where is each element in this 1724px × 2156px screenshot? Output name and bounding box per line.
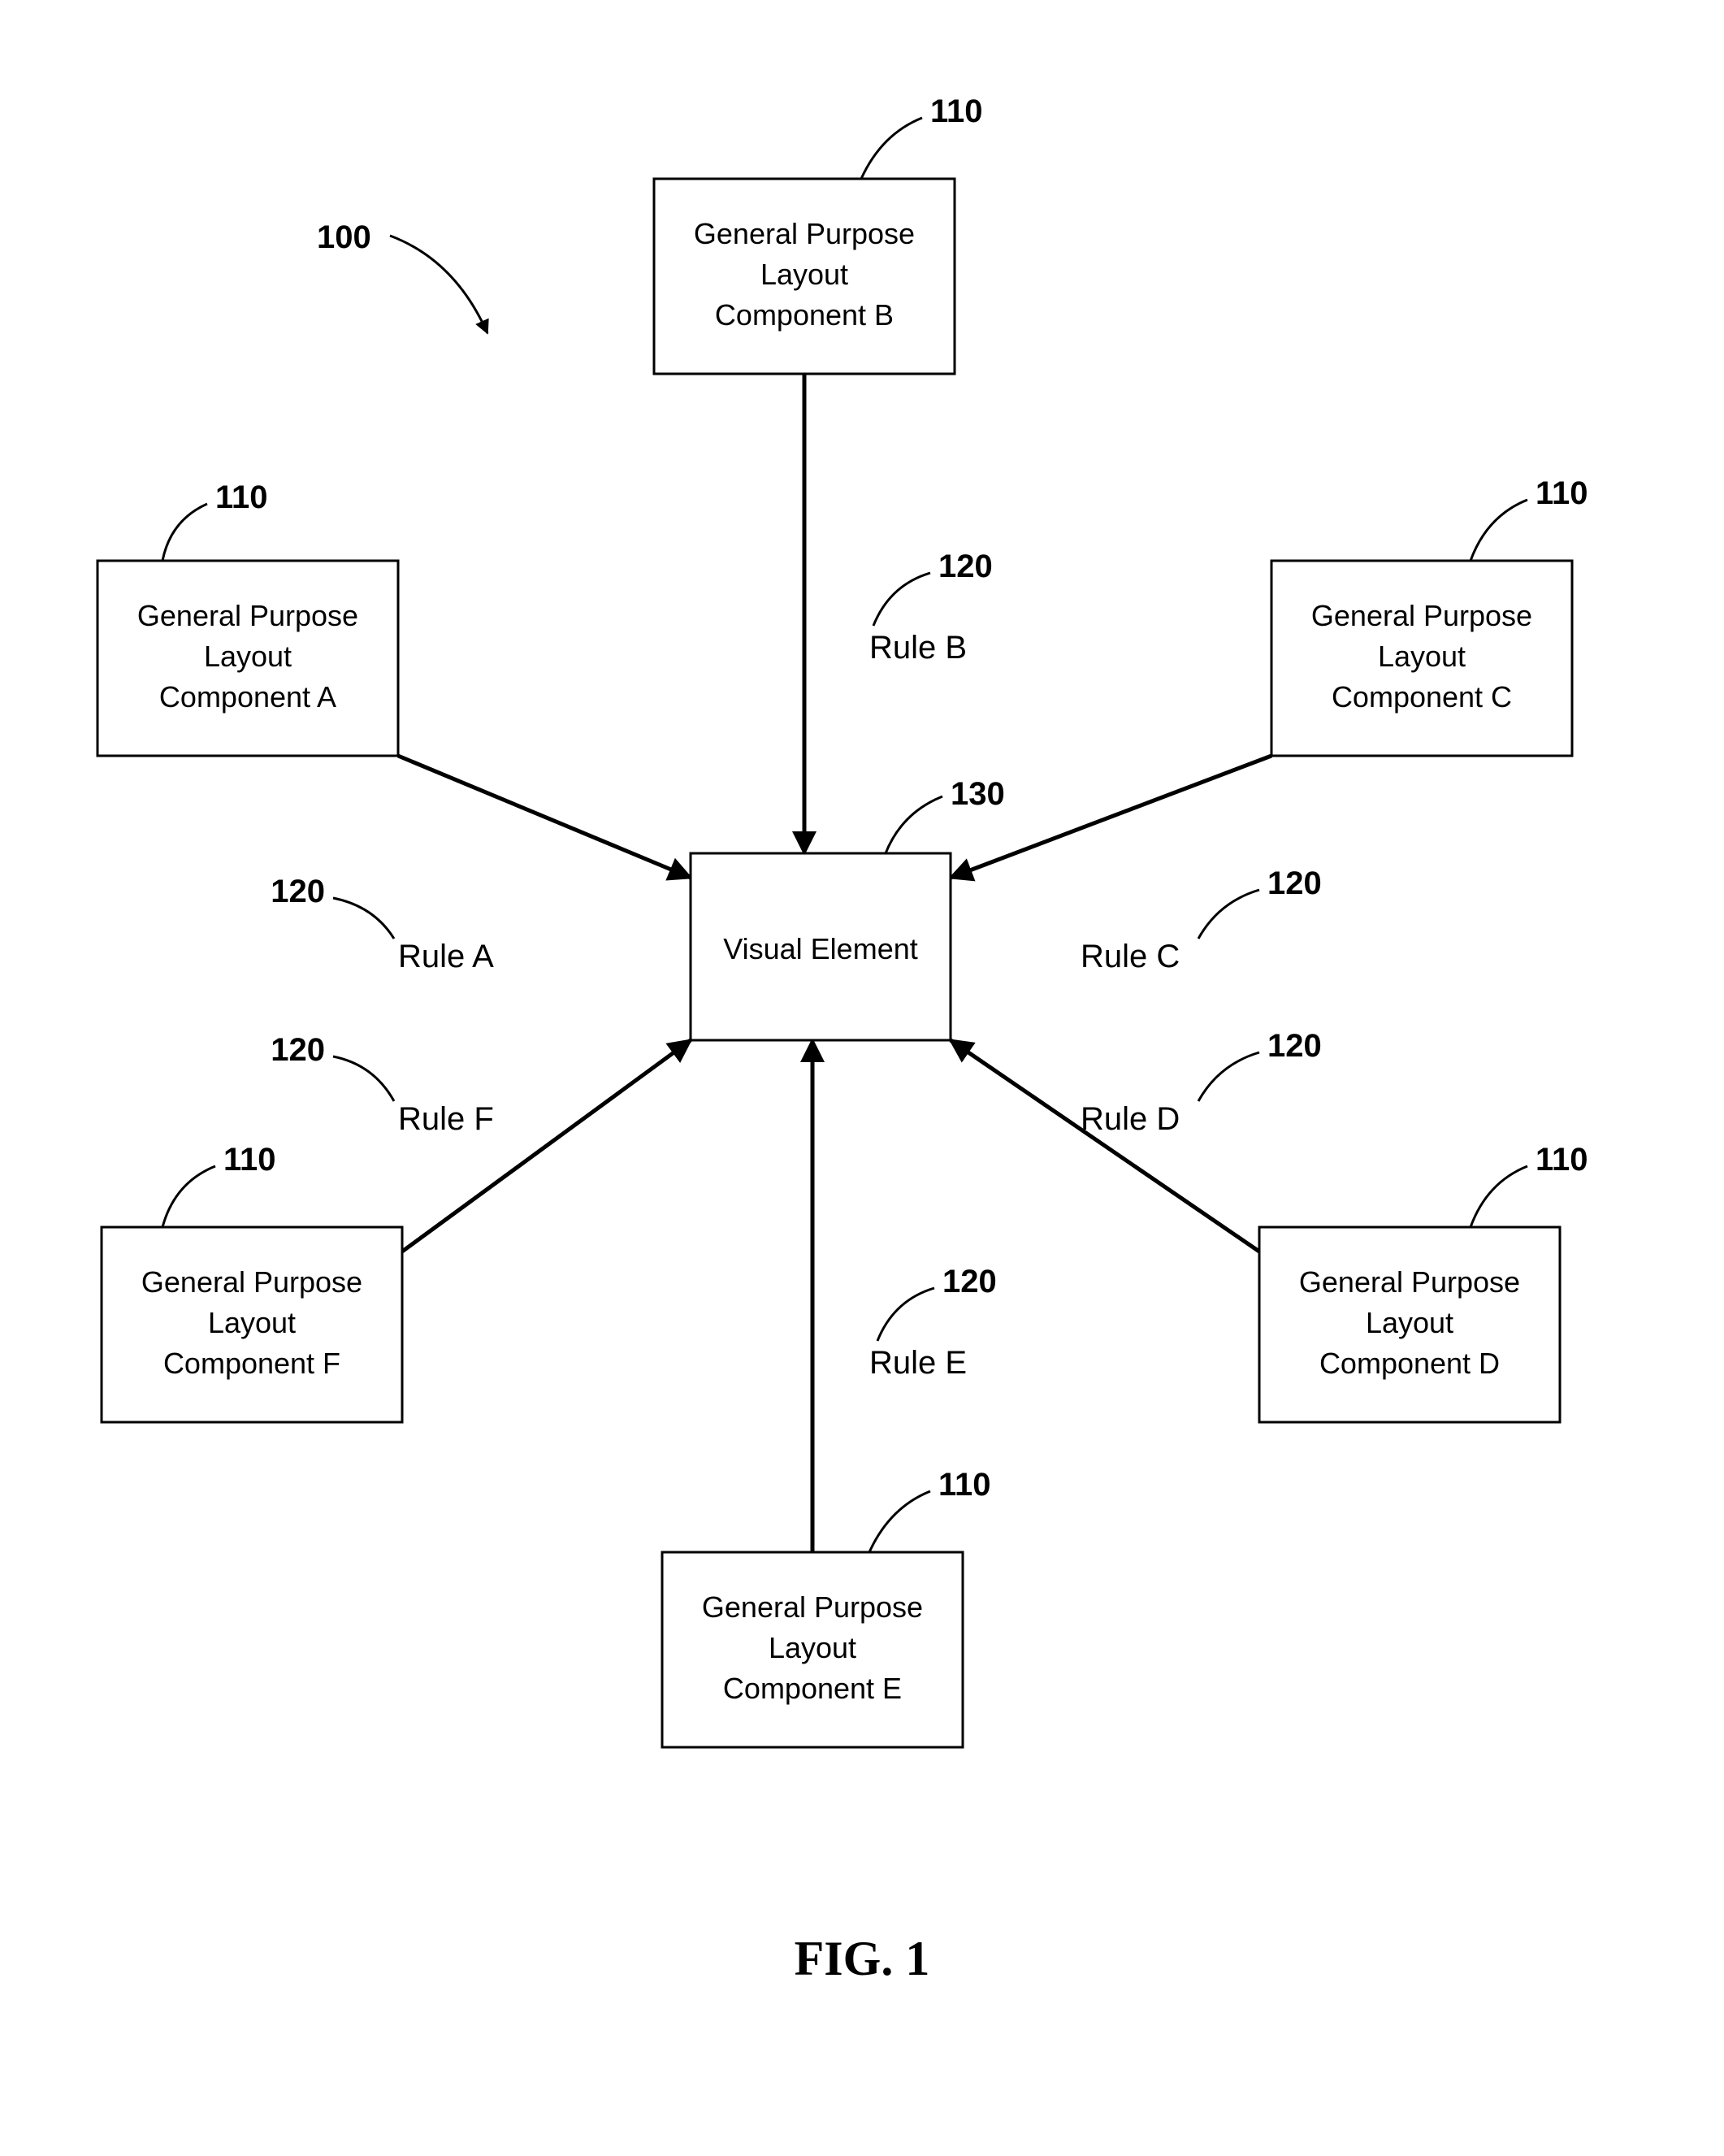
component-b: General Purpose Layout Component B 110 [654,93,983,374]
component-f: General Purpose Layout Component F 110 [102,1142,402,1422]
comp-f-line1: General Purpose [141,1265,362,1299]
comp-e-ref: 110 [938,1467,991,1503]
comp-a-line3: Component A [159,680,336,714]
comp-d-ref: 110 [1536,1142,1588,1178]
comp-c-line1: General Purpose [1311,599,1532,632]
comp-f-ref: 110 [223,1142,276,1178]
rule-e-group: Rule E 120 [869,1264,997,1381]
comp-c-ref: 110 [1536,475,1588,511]
edge-d [951,1040,1259,1252]
rule-b-label: Rule B [869,630,967,666]
comp-e-line2: Layout [769,1631,856,1664]
rule-c-leader [1198,890,1259,939]
component-a: General Purpose Layout Component A 110 [97,479,398,756]
comp-d-line1: General Purpose [1299,1265,1520,1299]
rule-d-label: Rule D [1081,1101,1180,1137]
component-d: General Purpose Layout Component D 110 [1259,1142,1588,1422]
rule-b-leader [873,573,930,626]
rule-e-label: Rule E [869,1345,967,1381]
edge-c [951,756,1271,878]
comp-b-ref: 110 [930,93,983,129]
edge-f [402,1040,691,1252]
center-ref-number: 130 [951,776,1005,812]
rule-b-group: Rule B 120 [869,549,993,666]
center-node-label: Visual Element [723,932,917,965]
component-c: General Purpose Layout Component C 110 [1271,475,1588,756]
rule-c-group: Rule C 120 [1081,865,1322,974]
center-node: Visual Element 130 [691,776,1005,1040]
comp-c-ref-leader [1471,500,1527,561]
rule-f-leader [333,1056,394,1101]
comp-e-ref-leader [869,1491,930,1552]
rule-a-group: Rule A 120 [271,874,494,974]
rule-f-ref: 120 [271,1032,325,1068]
comp-f-ref-leader [162,1166,215,1227]
comp-e-line3: Component E [723,1672,902,1705]
comp-b-line3: Component B [715,298,894,332]
comp-c-line2: Layout [1378,640,1466,673]
rule-f-group: Rule F 120 [271,1032,494,1137]
rule-c-ref: 120 [1267,865,1322,901]
rule-a-ref: 120 [271,874,325,909]
comp-c-line3: Component C [1332,680,1512,714]
rule-a-leader [333,898,394,939]
comp-a-line1: General Purpose [137,599,358,632]
comp-d-line2: Layout [1366,1306,1453,1339]
comp-e-line1: General Purpose [702,1590,923,1624]
comp-d-line3: Component D [1319,1347,1500,1380]
rule-d-group: Rule D 120 [1081,1028,1322,1137]
comp-b-line1: General Purpose [694,217,915,250]
rule-e-leader [877,1288,934,1341]
diagram-ref-leader [390,236,487,333]
comp-b-line2: Layout [760,258,848,291]
comp-f-line2: Layout [208,1306,296,1339]
rule-f-label: Rule F [398,1101,494,1137]
rule-b-ref: 120 [938,549,993,584]
rule-a-label: Rule A [398,939,494,974]
comp-a-ref-leader [162,504,207,561]
comp-a-line2: Layout [204,640,292,673]
component-e: General Purpose Layout Component E 110 [662,1467,991,1747]
figure-label: FIG. 1 [795,1932,930,1985]
rule-e-ref: 120 [942,1264,997,1299]
center-ref-leader [886,796,942,853]
diagram-canvas: 100 Visual Element 130 General Purpose L… [0,0,1724,2156]
diagram-ref-number: 100 [317,219,371,255]
edge-a [398,756,691,878]
rule-c-label: Rule C [1081,939,1180,974]
rule-d-ref: 120 [1267,1028,1322,1064]
comp-d-ref-leader [1471,1166,1527,1227]
rule-d-leader [1198,1052,1259,1101]
comp-b-ref-leader [861,118,922,179]
comp-f-line3: Component F [163,1347,340,1380]
comp-a-ref: 110 [215,479,268,515]
